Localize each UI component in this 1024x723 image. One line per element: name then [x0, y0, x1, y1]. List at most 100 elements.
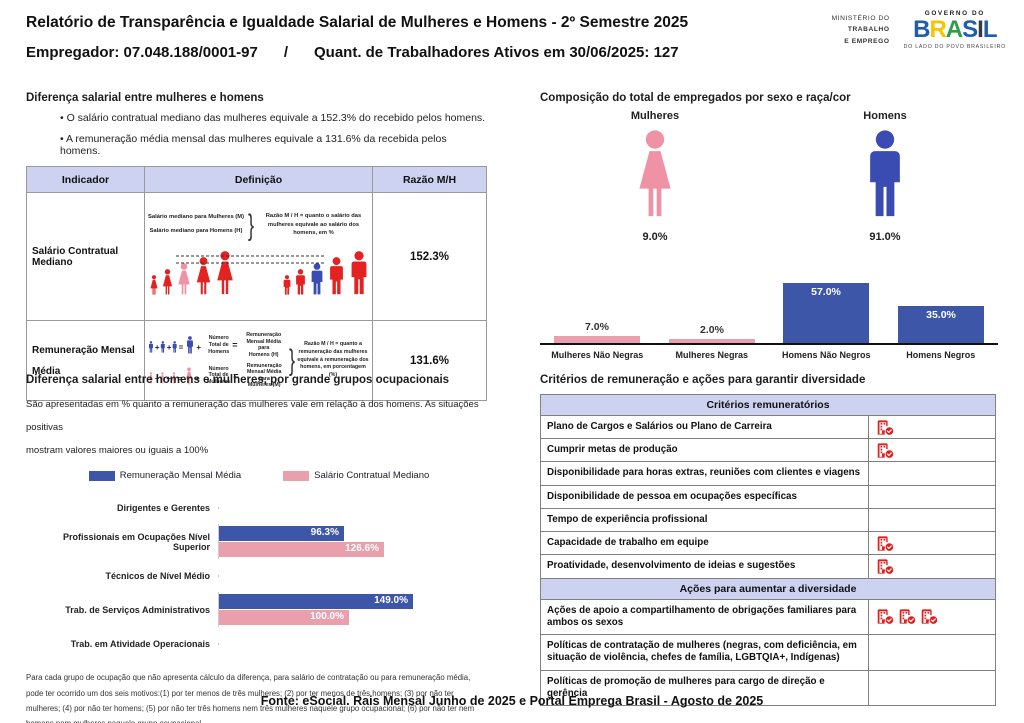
criteria-check-cell	[869, 555, 995, 577]
svg-text:+: +	[166, 374, 171, 383]
mean-women-result: Remuneração Mensal Média para Mulheres (M)	[246, 362, 282, 389]
occupation-row: Trab. em Atividade Operacionais	[26, 627, 492, 660]
active-workers-count: Quant. de Trabalhadores Ativos em 30/06/…	[313, 44, 679, 61]
bar-category-label: Homens Não Negros	[781, 350, 871, 360]
male-icon	[863, 128, 907, 220]
h-bar: 149.0%	[219, 594, 413, 610]
median-ratio-value: 152.3%	[409, 250, 449, 263]
criteria-check-cell	[869, 635, 995, 669]
mean-women-divisor: Número Total de Mulheres	[206, 365, 231, 386]
svg-text:=: =	[178, 374, 183, 383]
mean-formula-men: + + = + Número Total de Homens = Remuneraç…	[148, 332, 287, 358]
criteria-check-cell	[869, 509, 995, 531]
criteria-check-cell	[869, 532, 995, 554]
criteria-label: Disponibilidade de pessoa em ocupações e…	[541, 485, 869, 508]
mean-men-result: Remuneração Mensal Média para Homens (H)	[246, 332, 282, 358]
criteria-check-cell	[869, 416, 995, 438]
svg-text:+: +	[155, 343, 160, 352]
occupation-label: Profissionais em Ocupações Nível Superio…	[62, 531, 210, 552]
h-bar: 126.6%	[219, 542, 384, 558]
employer-id: Empregador: 07.048.188/0001-97	[26, 44, 258, 61]
criteria-row: Capacidade de trabalho em equipe	[541, 532, 995, 556]
bar-Mulheres Negras: 2.0%	[669, 324, 755, 343]
occupational-section: Diferença salarial entre homens e mulher…	[26, 374, 492, 723]
criteria-check-cell	[869, 486, 995, 508]
criteria-section: Critérios de remuneração e ações para ga…	[540, 374, 998, 707]
employer-info-line: Empregador: 07.048.188/0001-97 / Quant. …	[26, 44, 688, 61]
table-row-median: Salário Contratual Mediano Salário media…	[26, 192, 487, 321]
brasil-letter: L	[982, 16, 998, 43]
legend-label: Salário Contratual Mediano	[314, 470, 430, 482]
occupational-subtitle: São apresentadas em % quanto a remuneraç…	[26, 399, 479, 456]
occupation-label: Dirigentes e Gerentes	[116, 502, 210, 513]
criteria-row: Disponibilidade para horas extras, reuni…	[541, 462, 995, 486]
occupation-label: Técnicos de Nível Médio	[105, 570, 210, 581]
svg-text:+: +	[195, 374, 200, 383]
company-check-icon	[920, 608, 939, 625]
salary-gap-bullet: A remuneração média mensal das mulheres …	[60, 133, 488, 157]
legend-label: Remuneração Mensal Média	[119, 470, 242, 482]
occupation-bars	[218, 574, 492, 577]
female-icon	[633, 128, 677, 220]
men-label: Homens	[863, 110, 907, 122]
median-def-women: Salário mediano para Mulheres (M)	[148, 214, 244, 221]
bar-value-label: 57.0%	[811, 286, 841, 298]
svg-text:+: +	[167, 343, 172, 352]
indicator-table: Indicador Definição Razão M/H Salário Co…	[26, 166, 487, 401]
company-check-icon	[876, 442, 895, 459]
col-header-definicao: Definição	[144, 166, 373, 193]
h-bar-value: 100.0%	[310, 611, 344, 623]
ministry-logo: MINISTÉRIO DO TRABALHO E EMPREGO	[831, 15, 890, 45]
salary-gap-section: Diferença salarial entre mulheres e home…	[26, 92, 488, 401]
occupation-row: Dirigentes e Gerentes	[26, 491, 492, 524]
company-check-icon	[898, 608, 917, 625]
company-check-icon	[876, 558, 895, 575]
bar-value-label: 7.0%	[585, 321, 609, 333]
criteria-heading: Critérios de remuneração e ações para ga…	[540, 374, 866, 386]
indicator-name: Salário Contratual Mediano	[32, 245, 119, 268]
mean-ratio-note: Razão M / H = quanto a remuneração das m…	[297, 340, 369, 379]
salary-gap-bullet: O salário contratual mediano das mulhere…	[60, 112, 488, 124]
median-def-men: Salário mediano para Homens (H)	[149, 228, 243, 234]
brace-glyph: }	[288, 344, 295, 377]
mean-formula-women: + + = + Número Total de Mulheres = Remuner…	[148, 363, 287, 389]
criteria-label: Capacidade de trabalho em equipe	[541, 532, 869, 555]
source-footer: Fonte: eSocial. Rais Mensal Junho de 202…	[260, 694, 764, 708]
brasil-wordmark: BRASIL	[904, 17, 1006, 42]
criteria-row: Políticas de promoção de mulheres para c…	[541, 670, 995, 706]
brace-glyph: }	[248, 208, 255, 242]
brasil-letter: B	[913, 16, 930, 43]
bar-category-label: Homens Negros	[906, 350, 976, 360]
occupation-row: Técnicos de Nível Médio	[26, 559, 492, 592]
criteria-row: Cumprir metas de produção	[541, 439, 995, 463]
men-total-group: Homens 91.0%	[805, 110, 965, 243]
h-bar-value: 126.6%	[345, 543, 379, 555]
brasil-letter: R	[929, 16, 946, 43]
median-ratio-note: Razão M / H = quanto o salário das mulhe…	[265, 212, 362, 237]
women-total-group: Mulheres 9.0%	[575, 110, 735, 243]
criteria-label: Políticas de contratação de mulheres (ne…	[541, 635, 869, 670]
occupation-label: Trab. em Atividade Operacionais	[70, 638, 210, 649]
criteria-label: Políticas de promoção de mulheres para c…	[541, 670, 869, 706]
occupation-row: Trab. de Serviços Administrativos 149.0% 1…	[26, 592, 492, 628]
h-bar-value: 149.0%	[374, 595, 408, 607]
svg-text:=: =	[179, 343, 184, 352]
bar-Homens Não Negros: 57.0%	[783, 283, 869, 343]
company-check-icon	[876, 419, 895, 436]
criteria-label: Cumprir metas de produção	[541, 439, 869, 462]
occupational-heading: Diferença salarial entre homens e mulher…	[26, 374, 450, 386]
brasil-letter: S	[962, 16, 978, 43]
criteria-label: Plano de Cargos e Salários ou Plano de C…	[541, 416, 869, 439]
occupation-bars: 149.0% 100.0%	[218, 592, 492, 628]
criteria-section-header: Ações para aumentar a diversidade	[541, 578, 995, 600]
svg-text:+: +	[155, 374, 160, 383]
company-check-icon	[876, 535, 895, 552]
occupation-bars	[218, 506, 492, 509]
mean-ratio-value: 131.6%	[409, 354, 449, 367]
criteria-label: Ações de apoio a compartilhamento de obr…	[541, 599, 869, 635]
women-label: Mulheres	[630, 110, 680, 122]
h-bar: 96.3%	[219, 526, 344, 542]
col-header-razao: Razão M/H	[372, 166, 487, 193]
bar-value-label: 35.0%	[926, 309, 956, 321]
